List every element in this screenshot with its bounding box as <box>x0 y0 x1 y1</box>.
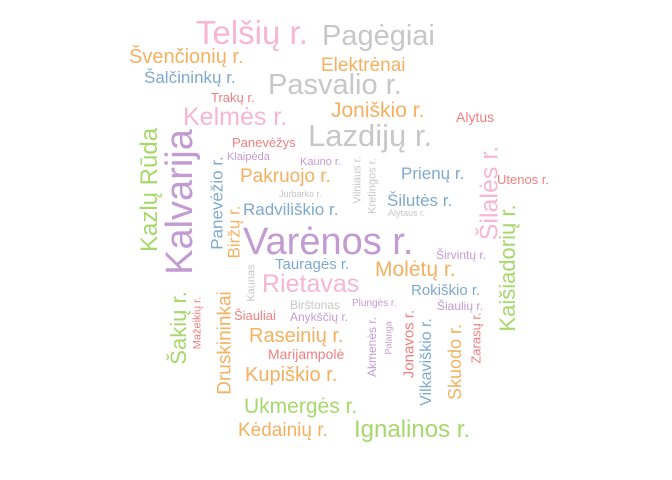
word-kedainiu: Kėdainių r. <box>238 420 328 441</box>
word-kaunas: Kaunas <box>245 264 258 302</box>
word-lazdiju: Lazdijų r. <box>308 118 433 153</box>
word-kelmes: Kelmės r. <box>183 103 288 131</box>
word-anyksciu: Anykščių r. <box>290 310 349 324</box>
word-pakruojo: Pakruojo r. <box>240 166 331 187</box>
word-varenos: Varėnos r. <box>243 221 414 263</box>
word-joniskio: Joniškio r. <box>331 99 425 122</box>
word-jonavos: Jonavos r. <box>400 309 418 379</box>
word-kaisiadoriu: Kaišiadorių r. <box>495 204 520 332</box>
word-birzu: Biržų r. <box>224 205 244 259</box>
word-radviliskio: Radviliškio r. <box>243 200 339 219</box>
word-prienu: Prienų r. <box>401 164 465 183</box>
word-kretingos: Kretingos r. <box>366 158 379 214</box>
word-mazeikiu: Mažeikių r. <box>191 296 204 350</box>
word-sirvintu: Širvintų r. <box>436 248 487 262</box>
word-pasvalio: Pasvalio r. <box>268 69 402 101</box>
word-alytaus: Alytaus r. <box>388 208 426 218</box>
word-birstonas: Birštonas <box>290 298 341 312</box>
word-plunges: Plungės r. <box>352 298 397 309</box>
word-raseiniu: Raseinių r. <box>249 325 344 347</box>
word-klaipeda: Klaipėda <box>227 151 270 163</box>
word-ukmerges: Ukmergės r. <box>244 395 358 418</box>
word-panevezio: Panevėžio r. <box>207 156 227 250</box>
word-rokiskio: Rokiškio r. <box>411 282 481 299</box>
word-siauliai: Šiauliai <box>234 308 276 323</box>
word-pagegiai: Pagėgiai <box>322 20 435 52</box>
word-kupiskio: Kupiškio r. <box>245 364 338 386</box>
word-rietavas: Rietavas <box>262 270 360 298</box>
word-panevezys: Panevėžys <box>232 135 296 150</box>
word-ignalinos: Ignalinos r. <box>354 416 471 443</box>
word-utenos: Utenos r. <box>497 172 550 187</box>
word-vilkaviskio: Vilkaviškio r. <box>418 318 435 406</box>
word-elektrenai: Elektrėnai <box>321 55 406 76</box>
word-jurbarko: Jurbarko r. <box>279 189 322 199</box>
word-kalvarija: Kalvarija <box>159 129 201 275</box>
word-skuodo: Skuodo r. <box>445 323 465 401</box>
word-salcininku: Šalčininkų r. <box>144 68 236 87</box>
word-vilniaus: Vilniaus r. <box>351 156 364 204</box>
word-traku: Trakų r. <box>211 90 255 105</box>
word-svencioniu: Švenčionių r. <box>129 46 244 68</box>
word-telsiu: Telšių r. <box>196 14 308 51</box>
word-sakiu: Šakių r. <box>166 291 191 365</box>
word-zarasu: Zarasų r. <box>468 312 484 364</box>
word-palanga: Palanga <box>383 321 394 355</box>
word-moletu: Molėtų r. <box>375 258 456 281</box>
word-kauno: Kauno r. <box>300 156 341 168</box>
word-kazlu-ruda: Kazlų Rūda <box>136 127 163 253</box>
word-akmenes: Akmenės r. <box>365 316 379 378</box>
word-silutes: Šilutės r. <box>387 191 453 210</box>
word-marijampole: Marijampolė <box>268 346 345 362</box>
word-druskininkai: Druskininkai <box>214 291 236 395</box>
word-taurages: Tauragės r. <box>275 256 350 273</box>
word-siauliu: Šiaulių r. <box>437 299 484 313</box>
word-alytus: Alytus <box>456 109 495 125</box>
